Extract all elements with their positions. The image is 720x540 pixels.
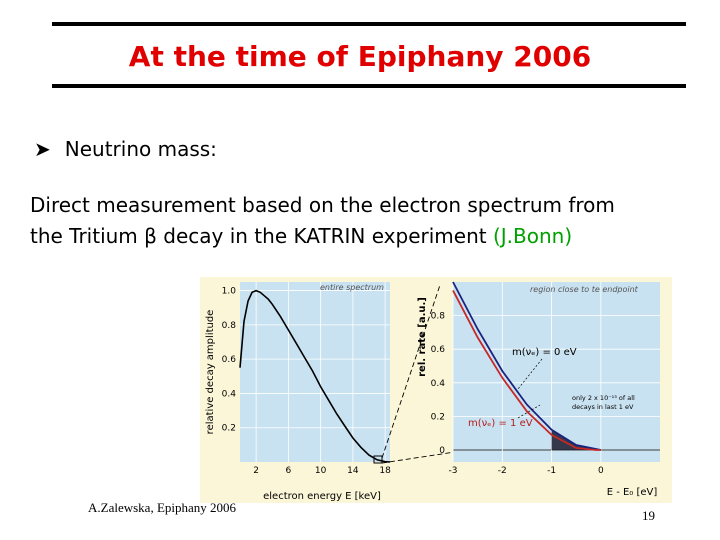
endpoint-zoom-box — [373, 455, 383, 464]
zoom-connector-upper — [381, 284, 441, 459]
left-panel-grid — [240, 282, 390, 462]
right-panel-x-ticks: -3 -2 -1 0 — [449, 466, 604, 476]
page-number: 19 — [642, 508, 655, 523]
curve-mass-0ev — [452, 281, 602, 451]
left-y-tick-label: 0.8 — [222, 321, 237, 331]
left-x-tick-label: 6 — [286, 466, 292, 476]
annotation-line-2: decays in last 1 eV — [572, 403, 634, 411]
left-panel-title: entire spectrum — [320, 283, 384, 292]
left-x-tick-label: 10 — [315, 466, 327, 476]
body-line-2-text: the Tritium β decay in the KATRIN experi… — [30, 224, 487, 248]
left-x-tick-label: 18 — [379, 466, 391, 476]
legend-mass-1ev: m(νₑ) = 1 eV — [468, 418, 533, 429]
left-x-tick-label: 14 — [347, 466, 359, 476]
left-x-tick-label: 2 — [253, 466, 259, 476]
right-x-tick-label: -2 — [498, 466, 507, 476]
left-panel-x-ticks: 2 6 10 14 18 — [253, 466, 391, 476]
legend-mass-0ev: m(νₑ) = 0 eV — [512, 347, 577, 358]
left-panel-y-ticks: 1.0 0.8 0.6 0.4 0.2 — [222, 287, 237, 434]
right-x-tick-label: 0 — [598, 466, 604, 476]
right-x-tick-label: -3 — [449, 466, 458, 476]
top-rule — [52, 22, 686, 26]
left-y-tick-label: 0.4 — [222, 389, 237, 399]
right-y-tick-label: 0.2 — [431, 412, 445, 422]
slide-title: At the time of Epiphany 2006 — [128, 40, 592, 73]
right-panel-y-ticks: 0.8 0.6 0.4 0.2 0 — [431, 312, 446, 456]
right-y-tick-label: 0 — [439, 446, 445, 456]
credit-text: (J.Bonn) — [492, 224, 573, 248]
right-x-tick-label: -1 — [547, 466, 556, 476]
curve-mass-1ev — [452, 289, 601, 451]
left-y-tick-label: 0.6 — [222, 355, 237, 365]
bullet-text: Neutrino mass: — [64, 137, 217, 161]
title-rule — [52, 84, 686, 88]
arrow-bullet-icon: ➤ — [34, 137, 51, 161]
body-line-2: the Tritium β decay in the KATRIN experi… — [30, 224, 572, 248]
right-panel-y-label: rel. rate [a.u.] — [417, 297, 428, 377]
left-y-tick-label: 0.2 — [222, 424, 236, 434]
right-y-tick-label: 0.6 — [431, 345, 446, 355]
left-panel-y-label: relative decay amplitude — [205, 310, 216, 435]
beta-spectrum-curve — [239, 289, 391, 463]
right-panel-x-label: E - E₀ [eV] — [607, 487, 658, 498]
last-ev-shaded-region — [551, 429, 601, 450]
right-y-tick-label: 0.4 — [431, 379, 446, 389]
annotation-line-1: only 2 x 10⁻¹³ of all — [572, 394, 635, 402]
right-y-tick-label: 0.8 — [431, 312, 446, 322]
zoom-connector-lower — [381, 451, 456, 464]
legend-leader-0ev — [517, 358, 543, 390]
legend-leader-1ev — [517, 404, 541, 419]
body-line-1: Direct measurement based on the electron… — [30, 193, 615, 217]
beta-spectrum-figure: 1.0 0.8 0.6 0.4 0.2 2 6 10 14 18 entire spectrum… — [200, 277, 672, 503]
right-panel-title: region close to te endpoint — [530, 285, 639, 294]
left-y-tick-label: 1.0 — [222, 287, 237, 297]
left-panel-x-label: electron energy E [keV] — [263, 491, 381, 502]
footer-author: A.Zalewska, Epiphany 2006 — [88, 500, 237, 515]
left-panel-plot-area — [240, 282, 390, 462]
bullet-item: ➤ Neutrino mass: — [34, 137, 217, 161]
